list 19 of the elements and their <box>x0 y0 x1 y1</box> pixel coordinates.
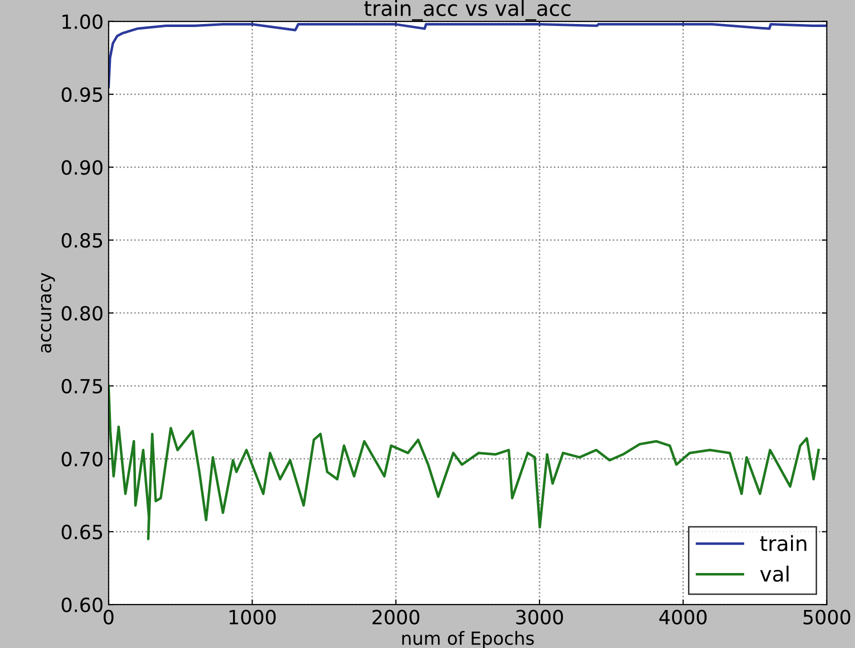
x-tick-label: 2000 <box>372 610 420 624</box>
y-tick-label: 0.70 <box>62 452 102 466</box>
y-tick-label: 0.95 <box>62 87 102 102</box>
x-tick-label: 3000 <box>516 610 563 624</box>
x-tick-label: 1000 <box>230 610 276 624</box>
x-tick-label: 4000 <box>659 610 707 624</box>
legend-label: train <box>760 535 806 552</box>
legend-label: val <box>760 566 788 582</box>
chart-title: train_acc vs val_acc <box>364 0 570 21</box>
y-tick-label: 0.85 <box>62 233 102 248</box>
y-tick-label: 0.90 <box>62 160 102 175</box>
y-tick-label: 1.00 <box>62 14 102 30</box>
x-tick-label: 0 <box>104 610 114 624</box>
y-tick-label: 0.75 <box>62 378 102 394</box>
x-tick-label: 5000 <box>804 610 850 624</box>
y-tick-label: 0.60 <box>62 598 102 612</box>
y-tick-label: 0.65 <box>62 524 102 540</box>
y-tick-label: 0.80 <box>62 306 102 321</box>
y-axis-title: accuracy <box>41 272 55 353</box>
